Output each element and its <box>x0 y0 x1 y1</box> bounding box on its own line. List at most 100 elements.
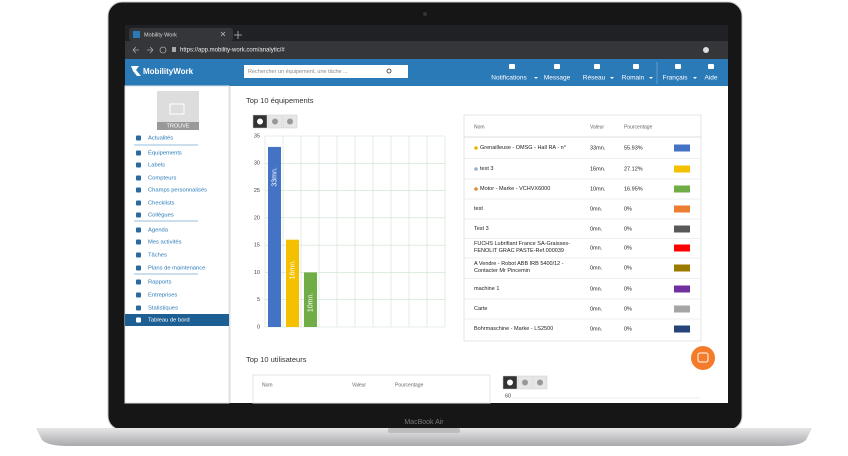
equipment-value: 33mn. <box>590 145 606 151</box>
menu-icon <box>136 265 141 271</box>
equipment-name: test 3 <box>480 165 494 172</box>
nav-item[interactable]: Notifications <box>491 75 527 82</box>
menu-item[interactable]: Labels <box>148 163 165 169</box>
equipment-name: Motor - Marke - VCHVX6000 <box>480 185 551 192</box>
menu-item[interactable]: Compteurs <box>148 176 176 182</box>
menu-item[interactable]: Checklists <box>148 201 175 207</box>
nav-item[interactable]: Aide <box>704 75 717 82</box>
menu-item[interactable]: Plans de maintenance <box>148 266 205 272</box>
equipment-name-box: Motor - Marke - VCHVX6000 <box>480 185 551 192</box>
search-icon[interactable] <box>386 68 392 74</box>
equipment-name: machine 1 <box>474 285 500 292</box>
logo[interactable]: MobilityWork <box>143 67 194 76</box>
nav-item[interactable]: Romain <box>622 75 645 82</box>
laptop-base <box>36 428 812 446</box>
chart-switch-icon <box>537 379 543 386</box>
users-table <box>252 374 491 404</box>
bar-label: 10mn. <box>307 293 314 313</box>
nav-buttons[interactable] <box>132 46 154 54</box>
equipment-value: 0mn. <box>590 226 603 232</box>
equipment-table <box>463 114 702 342</box>
y-tick-label: 10 <box>254 270 260 276</box>
menu-icon <box>136 212 141 218</box>
chat-icon <box>697 352 709 363</box>
reload[interactable] <box>159 46 167 54</box>
nav-icon <box>633 64 639 69</box>
column-header: Nom <box>474 124 485 130</box>
section-title: Top 10 utilisateurs <box>246 355 307 364</box>
logo-caption-bg <box>157 122 199 130</box>
equipment-name-box: Test 3 <box>474 226 489 232</box>
menu-icon <box>136 317 141 323</box>
equipment-name: Grenailleuse - OMSG - Hall RA - n° <box>480 144 566 151</box>
column-header: Nom <box>262 382 273 388</box>
menu-item[interactable]: Agenda <box>148 228 169 234</box>
menu-item[interactable]: Tableau de bord <box>148 318 190 324</box>
section-title: Top 10 équipements <box>246 96 314 105</box>
nav-item[interactable]: Réseau <box>583 75 606 82</box>
search-placeholder: Rechercher un équipement, une tâche ... <box>248 69 348 75</box>
menu-item[interactable]: Équipements <box>148 150 182 157</box>
row-icon <box>474 167 478 171</box>
equipment-percent: 16.95% <box>624 186 643 192</box>
tab[interactable] <box>129 28 233 41</box>
menu-item[interactable]: Tâches <box>148 253 167 259</box>
profile[interactable] <box>703 47 709 53</box>
color-swatch <box>674 264 690 272</box>
bar <box>268 146 281 327</box>
equipment-name-box: machine 1 <box>474 285 500 292</box>
nav-item[interactable]: Message <box>544 75 571 82</box>
y-tick-label: 35 <box>254 133 260 139</box>
equipment-percent: 0% <box>624 206 632 212</box>
logo-placeholder <box>169 103 185 115</box>
row-icon <box>474 146 478 150</box>
menu-item[interactable]: Mes activités <box>148 240 182 246</box>
equipment-percent: 0% <box>624 326 632 332</box>
y-tick-label: 60 <box>505 393 511 399</box>
bar <box>286 239 299 327</box>
address-bar <box>125 41 728 59</box>
menu-item[interactable]: Entreprises <box>148 293 177 299</box>
nav-item[interactable]: Français <box>663 75 689 82</box>
tab-icon <box>133 31 140 38</box>
tab-controls[interactable] <box>220 31 242 39</box>
equipment-percent: 27.12% <box>624 166 643 172</box>
menu-item[interactable]: Statistiques <box>148 306 178 312</box>
bar <box>304 272 317 327</box>
color-swatch <box>674 225 690 233</box>
menu-icon <box>136 279 141 285</box>
caret <box>534 77 538 79</box>
menu-item[interactable]: Champs personnalisés <box>148 188 207 194</box>
laptop-label: MacBook Air <box>404 419 444 426</box>
lock-icon <box>172 47 176 52</box>
url[interactable]: https://app.mobility-work.com/analytic/# <box>180 48 285 54</box>
y-tick-label: 5 <box>257 297 260 303</box>
search-box[interactable] <box>244 65 408 78</box>
menu-active <box>125 314 229 326</box>
tab-bar <box>125 25 728 41</box>
menu-item[interactable]: Actualités <box>148 136 173 142</box>
logo-icon <box>131 66 141 76</box>
caret <box>693 77 697 79</box>
chat-button[interactable] <box>691 346 715 370</box>
equipment-name-box: A Vendre - Robot ABB IRB 5400/12 - Conta… <box>474 261 564 274</box>
menu-icon <box>136 135 141 141</box>
menu-item[interactable]: Collègues <box>148 213 174 219</box>
sidebar <box>124 85 230 404</box>
y-tick-label: 0 <box>257 324 260 330</box>
caret <box>610 77 614 79</box>
equipment-value: 0mn. <box>590 326 603 332</box>
equipment-name-box: test <box>474 205 483 212</box>
equipment-name-box: Carte <box>474 306 487 312</box>
color-swatch <box>674 165 690 173</box>
equipment-name: test <box>474 205 483 212</box>
menu-icon <box>136 292 141 298</box>
equipment-percent: 0% <box>624 245 632 251</box>
equipment-value: 0mn. <box>590 206 603 212</box>
menu-icon <box>136 305 141 311</box>
equipment-value: 0mn. <box>590 265 603 271</box>
equipment-name: FUCHS Lubrifiant France SA-Graisses-FENO… <box>474 241 570 254</box>
menu-item[interactable]: Rapports <box>148 280 172 286</box>
